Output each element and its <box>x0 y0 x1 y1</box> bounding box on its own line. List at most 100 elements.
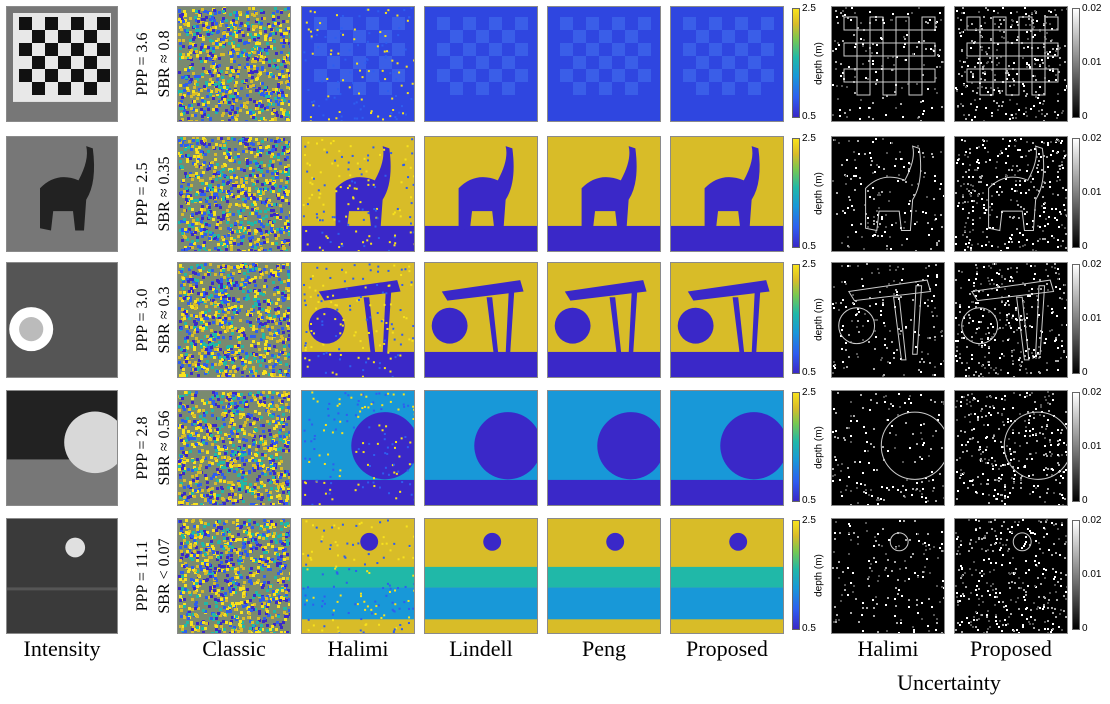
uncertainty-min-tick: 0 <box>1082 495 1088 506</box>
uncertainty-min-tick: 0 <box>1082 111 1088 122</box>
unc_halimi-panel-table <box>831 518 945 634</box>
unc_proposed-panel-checkerboard <box>954 6 1068 122</box>
sbr-label: SBR ≈ 0.8 <box>156 30 173 98</box>
peng-panel-table <box>547 518 661 634</box>
peng-panel-lamp <box>547 262 661 378</box>
intensity-panel-ball <box>6 390 118 506</box>
unc_proposed-panel-lamp <box>954 262 1068 378</box>
uncertainty-min-tick: 0 <box>1082 241 1088 252</box>
column-heading-lindell: Lindell <box>449 636 513 661</box>
column-heading-classic: Classic <box>202 636 266 661</box>
depth-colorbar <box>792 392 800 502</box>
classic-panel-checkerboard <box>177 6 291 122</box>
uncertainty-max-tick: 0.02 <box>1082 515 1102 526</box>
lindell-panel-elephant <box>424 136 538 252</box>
depth-axis-label: depth (m) <box>813 426 825 469</box>
lindell-panel-table <box>424 518 538 634</box>
uncertainty-max-tick: 0.02 <box>1082 259 1102 270</box>
intensity-panel-checkerboard <box>6 6 118 122</box>
depth-max-tick: 2.5 <box>802 387 816 398</box>
unc_halimi-panel-ball <box>831 390 945 506</box>
uncertainty-mid-tick: 0.01 <box>1082 313 1102 324</box>
unc_proposed-panel-elephant <box>954 136 1068 252</box>
halimi-panel-checkerboard <box>301 6 415 122</box>
classic-panel-elephant <box>177 136 291 252</box>
uncertainty-mid-tick: 0.01 <box>1082 441 1102 452</box>
peng-panel-checkerboard <box>547 6 661 122</box>
uncertainty-group-heading: Uncertainty <box>897 670 1001 695</box>
unc_halimi-panel-elephant <box>831 136 945 252</box>
depth-axis-label: depth (m) <box>813 172 825 215</box>
uncertainty-min-tick: 0 <box>1082 623 1088 634</box>
column-heading-peng: Peng <box>582 636 626 661</box>
row-label: PPP = 3.0 SBR ≈ 0.3 <box>132 262 176 378</box>
depth-axis-label: depth (m) <box>813 42 825 85</box>
intensity-panel-elephant <box>6 136 118 252</box>
proposed-panel-table <box>670 518 784 634</box>
unc_proposed-panel-table <box>954 518 1068 634</box>
depth-axis-label: depth (m) <box>813 554 825 597</box>
column-heading-unc_halimi: Halimi <box>857 636 919 661</box>
depth-axis-label: depth (m) <box>813 298 825 341</box>
uncertainty-colorbar <box>1072 8 1080 118</box>
ppp-label: PPP = 3.6 <box>134 32 151 96</box>
sbr-label: SBR < 0.07 <box>156 538 173 614</box>
uncertainty-colorbar <box>1072 264 1080 374</box>
ppp-label: PPP = 2.8 <box>134 416 151 480</box>
depth-colorbar <box>792 520 800 630</box>
uncertainty-min-tick: 0 <box>1082 367 1088 378</box>
halimi-panel-elephant <box>301 136 415 252</box>
sbr-label: SBR ≈ 0.3 <box>156 286 173 354</box>
depth-min-tick: 0.5 <box>802 367 816 378</box>
uncertainty-mid-tick: 0.01 <box>1082 57 1102 68</box>
row-label: PPP = 3.6 SBR ≈ 0.8 <box>132 6 176 122</box>
lindell-panel-ball <box>424 390 538 506</box>
depth-min-tick: 0.5 <box>802 495 816 506</box>
uncertainty-mid-tick: 0.01 <box>1082 187 1102 198</box>
depth-min-tick: 0.5 <box>802 623 816 634</box>
uncertainty-max-tick: 0.02 <box>1082 133 1102 144</box>
unc_proposed-panel-ball <box>954 390 1068 506</box>
row-label: PPP = 2.5 SBR ≈ 0.35 <box>132 136 176 252</box>
classic-panel-ball <box>177 390 291 506</box>
depth-colorbar <box>792 138 800 248</box>
peng-panel-ball <box>547 390 661 506</box>
column-heading-proposed: Proposed <box>686 636 768 661</box>
uncertainty-max-tick: 0.02 <box>1082 387 1102 398</box>
halimi-panel-table <box>301 518 415 634</box>
sbr-label: SBR ≈ 0.56 <box>156 410 173 486</box>
column-heading-halimi: Halimi <box>327 636 389 661</box>
intensity-panel-lamp <box>6 262 118 378</box>
depth-max-tick: 2.5 <box>802 515 816 526</box>
sbr-label: SBR ≈ 0.35 <box>156 156 173 232</box>
classic-panel-lamp <box>177 262 291 378</box>
lindell-panel-checkerboard <box>424 6 538 122</box>
row-label: PPP = 11.1 SBR < 0.07 <box>132 518 176 634</box>
depth-max-tick: 2.5 <box>802 133 816 144</box>
depth-colorbar <box>792 264 800 374</box>
ppp-label: PPP = 2.5 <box>134 162 151 226</box>
halimi-panel-ball <box>301 390 415 506</box>
uncertainty-max-tick: 0.02 <box>1082 3 1102 14</box>
halimi-panel-lamp <box>301 262 415 378</box>
unc_halimi-panel-lamp <box>831 262 945 378</box>
uncertainty-colorbar <box>1072 392 1080 502</box>
proposed-panel-checkerboard <box>670 6 784 122</box>
uncertainty-mid-tick: 0.01 <box>1082 569 1102 580</box>
unc_halimi-panel-checkerboard <box>831 6 945 122</box>
column-heading-intensity: Intensity <box>23 636 101 661</box>
depth-min-tick: 0.5 <box>802 241 816 252</box>
depth-min-tick: 0.5 <box>802 111 816 122</box>
proposed-panel-ball <box>670 390 784 506</box>
ppp-label: PPP = 3.0 <box>134 288 151 352</box>
depth-max-tick: 2.5 <box>802 3 816 14</box>
proposed-panel-lamp <box>670 262 784 378</box>
column-heading-unc_proposed: Proposed <box>970 636 1052 661</box>
proposed-panel-elephant <box>670 136 784 252</box>
intensity-panel-table <box>6 518 118 634</box>
uncertainty-colorbar <box>1072 520 1080 630</box>
ppp-label: PPP = 11.1 <box>134 540 151 612</box>
depth-colorbar <box>792 8 800 118</box>
peng-panel-elephant <box>547 136 661 252</box>
